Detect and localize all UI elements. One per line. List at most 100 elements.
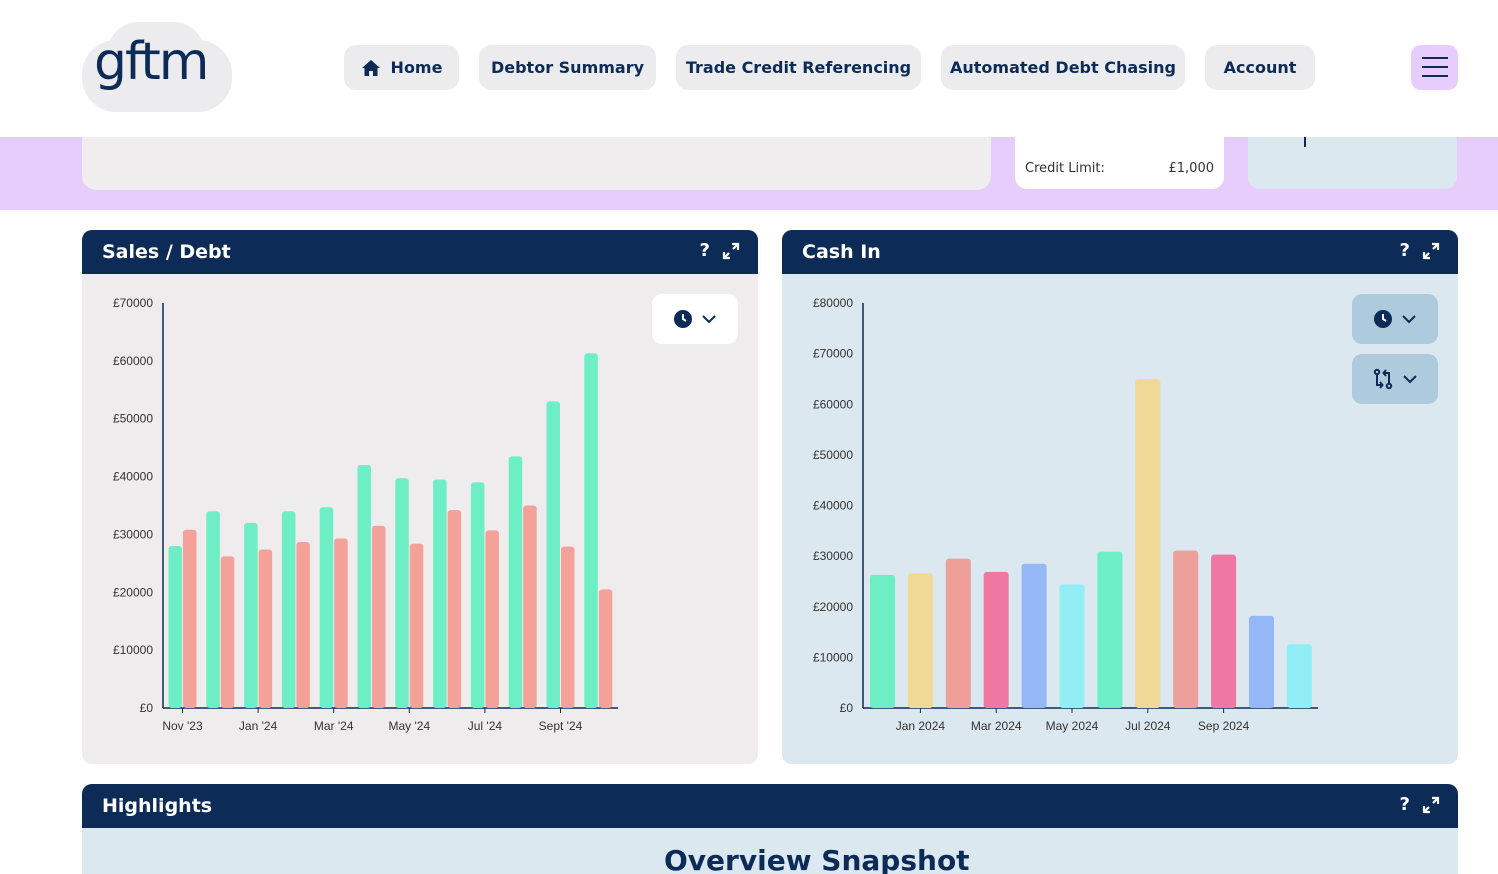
sales-debt-panel: Sales / Debt ? £0 £10000 £20000 £30000 £4000… [82,230,758,764]
nav-automated-debt-label: Automated Debt Chasing [950,58,1176,77]
y-tick-label: £30000 [113,527,153,541]
debt-bar [447,510,462,708]
logo-background-top [108,22,204,82]
x-tick-label: Sep 2024 [1198,719,1250,733]
x-tick-label: Jan 2024 [896,719,946,733]
y-tick-label: £30000 [813,549,853,563]
y-tick-label: £60000 [813,397,853,411]
cash-in-header: Cash In ? [782,230,1458,274]
help-icon[interactable]: ? [1399,794,1410,815]
x-tick-label: Jul 2024 [1125,719,1171,733]
x-tick-label: Nov '23 [162,719,203,733]
nav-account-label: Account [1223,58,1297,77]
expand-icon[interactable] [1422,796,1440,814]
sales-bar [433,479,447,708]
help-icon[interactable]: ? [699,240,710,261]
cash-bar [983,571,1009,708]
expand-icon[interactable] [722,242,740,260]
cash-bar [1097,551,1123,708]
home-icon [361,59,380,76]
sales-debt-chart: £0 £10000 £20000 £30000 £40000 £50000 £60000 £7… [113,296,618,733]
summary-card [82,137,991,190]
sales-debt-header: Sales / Debt ? [82,230,758,274]
cash-bar [870,574,895,708]
y-tick-label: £70000 [113,296,153,310]
cash-period-dropdown[interactable] [1352,294,1438,344]
cash-in-title: Cash In [802,241,881,263]
top-header: gftm Home Debtor Summary Trade Credit Re… [0,0,1498,137]
credit-limit-label: Credit Limit: [1025,161,1105,176]
highlights-subtitle: Overview Snapshot [664,844,970,874]
hamburger-icon-line [1422,66,1448,68]
debt-bar [296,541,310,708]
highlights-title: Highlights [102,795,213,817]
nav-account[interactable]: Account [1205,45,1315,90]
credit-limit-card: Credit Limit: £1,000 [1015,137,1224,189]
debt-bar [598,589,613,708]
sales-bar [319,507,334,708]
y-tick-label: £0 [840,701,854,715]
debt-bar [409,543,424,708]
y-tick-label: £20000 [113,585,153,599]
cash-in-body: £0 £10000 £20000 £30000 £40000 £50000 £60000 £7… [782,274,1458,764]
nav-home[interactable]: Home [344,45,459,90]
nav-trade-credit-referencing[interactable]: Trade Credit Referencing [676,45,921,90]
x-tick-label: Mar 2024 [971,719,1022,733]
summary-band: Credit Limit: £1,000 [0,137,1498,210]
clock-icon [674,310,692,328]
y-tick-label: £80000 [813,296,853,310]
cash-bar [1249,615,1274,708]
highlights-panel: Highlights ? Overview Snapshot [82,784,1458,874]
nav-debtor-summary[interactable]: Debtor Summary [479,45,656,90]
logo-text: gftm [94,32,209,92]
y-tick-label: £20000 [813,600,853,614]
clock-icon [1374,310,1392,328]
sales-bar [508,456,523,708]
compare-arrows-icon [1373,368,1393,390]
help-icon[interactable]: ? [1399,240,1410,261]
chevron-down-icon [1402,315,1416,324]
chevron-down-icon [702,315,716,324]
debt-bar [561,546,575,708]
cash-bar [1211,554,1237,708]
sales-period-dropdown[interactable] [652,294,738,344]
y-tick-label: £40000 [113,470,153,484]
highlights-header: Highlights ? [82,784,1458,828]
hamburger-icon-line [1422,75,1448,77]
x-tick-label: May '24 [388,719,430,733]
debt-bar [183,529,197,708]
chevron-down-icon [1403,375,1417,384]
nav-trade-credit-label: Trade Credit Referencing [685,58,912,77]
sales-bar [281,511,296,708]
summary-gauge-card [1248,137,1457,189]
cash-bar [1135,378,1161,708]
debt-bar [485,530,499,708]
y-tick-label: £0 [140,701,154,715]
x-tick-label: May 2024 [1046,719,1099,733]
sales-bar [206,511,220,708]
gftm-logo[interactable]: gftm [82,22,232,112]
y-tick-label: £70000 [813,347,853,361]
sales-bar [395,478,409,708]
debt-bar [334,538,348,708]
cash-bar [1059,584,1085,708]
debt-bar [372,525,386,708]
expand-icon[interactable] [1422,242,1440,260]
x-tick-label: Jul '24 [468,719,503,733]
cash-compare-dropdown[interactable] [1352,354,1438,404]
cash-in-chart: £0 £10000 £20000 £30000 £40000 £50000 £60000 £7… [813,296,1318,733]
sales-bar [470,482,485,708]
y-tick-label: £10000 [113,643,153,657]
cash-bar [1286,644,1312,708]
cash-bar [1021,563,1047,708]
y-tick-label: £50000 [113,412,153,426]
sales-bar [546,401,560,708]
nav-automated-debt-chasing[interactable]: Automated Debt Chasing [941,45,1185,90]
x-tick-label: Sept '24 [539,719,583,733]
debt-bar [523,505,537,708]
cash-bar [907,573,933,708]
sales-bar [357,465,371,708]
gauge-tick [1304,137,1306,147]
hamburger-menu-button[interactable] [1411,45,1458,90]
sales-debt-title: Sales / Debt [102,241,231,263]
